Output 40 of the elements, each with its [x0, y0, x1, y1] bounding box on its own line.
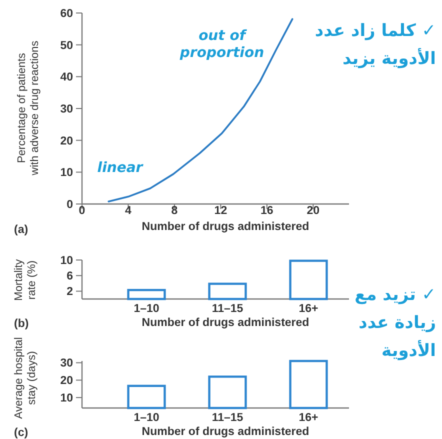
- x-tick-label: 16+: [298, 303, 319, 315]
- text: (a): [14, 224, 28, 236]
- y-tick-label: 2: [66, 286, 73, 298]
- y-tick-label: 50: [60, 40, 73, 52]
- x-axis-title: Number of drugs administered: [142, 426, 310, 438]
- y-tick-label: 30: [60, 358, 73, 370]
- y-axis-title: Mortality rate (%): [13, 258, 38, 301]
- text: (b): [14, 318, 29, 330]
- y-tick-label: 10: [60, 167, 73, 180]
- annotation: out of proportion: [178, 28, 264, 61]
- y-tick-label: 30: [60, 104, 73, 116]
- y-tick-label: 10: [60, 392, 73, 405]
- y-axis-title: Percentage of patients with adverse drug reactions: [16, 40, 41, 176]
- x-tick-label: 1–10: [134, 303, 160, 315]
- x-tick-label: 20: [306, 205, 320, 217]
- annotation: linear: [97, 160, 144, 176]
- y-tick-label: 20: [60, 135, 73, 148]
- y-tick-label: 20: [60, 375, 73, 388]
- x-tick-label: 8: [171, 205, 178, 217]
- y-tick-label: 6: [66, 270, 73, 283]
- text: (c): [14, 427, 28, 439]
- y-axis-title: Average hospital stay (days): [13, 337, 38, 419]
- x-tick-label: 11–15: [212, 412, 244, 424]
- y-tick-label: 10: [60, 255, 73, 267]
- x-axis-title: Number of drugs administered: [142, 317, 310, 329]
- x-tick-label: 1–10: [134, 412, 160, 424]
- text: ✓ تزيد مع زيادة عدد الأدوية: [354, 285, 436, 361]
- bar: [208, 282, 247, 300]
- y-tick-label: 40: [60, 72, 73, 84]
- y-tick-label: 60: [60, 8, 73, 20]
- x-axis-title: Number of drugs administered: [142, 221, 310, 233]
- x-tick-label: 16+: [298, 412, 319, 424]
- bar: [289, 260, 328, 300]
- x-tick-label: 16: [260, 205, 274, 217]
- annotation: ✓ كلما زاد عدد الأدوية يزيد: [314, 21, 436, 69]
- x-tick-label: 4: [125, 205, 132, 217]
- bar: [127, 288, 166, 300]
- x-tick-label: 0: [78, 205, 86, 217]
- x-tick-label: 12: [214, 205, 228, 217]
- x-tick-label: 11–15: [212, 303, 244, 315]
